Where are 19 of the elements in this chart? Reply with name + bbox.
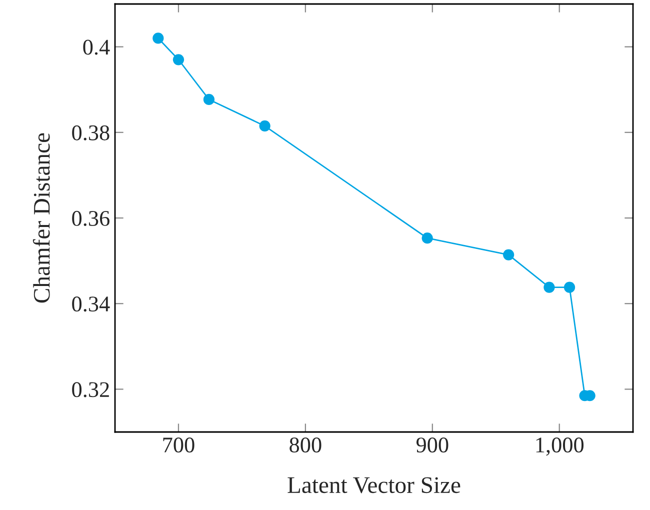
y-axis-title: Chamfer Distance <box>32 133 50 303</box>
point <box>259 120 270 132</box>
point <box>564 282 576 293</box>
y-tick-label: 0.36 <box>72 210 110 226</box>
point <box>544 282 555 293</box>
x-axis-title: Latent Vector Size <box>288 477 460 494</box>
x-tick-label: 900 <box>416 438 448 452</box>
x-tick-label: 1,000 <box>536 438 584 456</box>
point <box>152 32 164 44</box>
point <box>203 94 215 105</box>
point <box>503 249 514 260</box>
y-tick-label: 0.4 <box>83 40 110 55</box>
x-tick-label: 700 <box>163 438 194 452</box>
y-tick-label: 0.38 <box>72 125 110 140</box>
point <box>172 54 184 66</box>
y-tick-label: 0.32 <box>72 382 109 398</box>
point <box>422 232 433 244</box>
x-tick-label: 800 <box>290 438 322 452</box>
y-tick-label: 0.34 <box>72 296 110 312</box>
